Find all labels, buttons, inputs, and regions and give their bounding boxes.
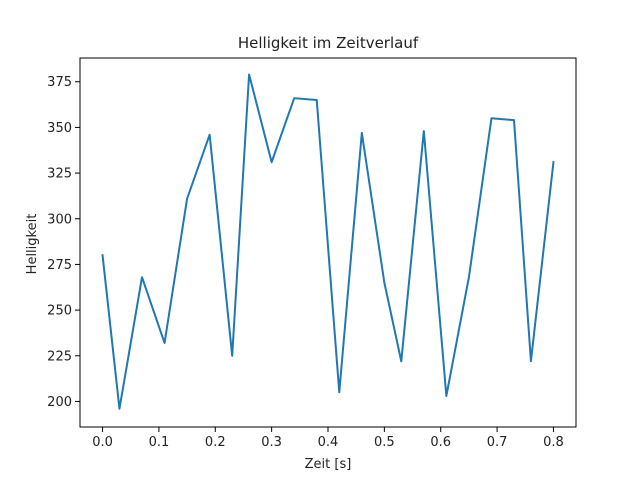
y-tick-label: 350 [47, 121, 72, 136]
x-tick-label: 0.4 [318, 435, 339, 450]
y-tick-label: 200 [47, 395, 72, 410]
x-axis: 0.0 0.1 0.2 0.3 0.4 0.5 0.6 0.7 0.8 [92, 427, 564, 450]
x-tick-label: 0.3 [261, 435, 282, 450]
x-tick-label: 0.8 [543, 435, 564, 450]
y-tick-label: 225 [47, 349, 72, 364]
x-tick-label: 0.6 [430, 435, 451, 450]
x-tick-label: 0.5 [374, 435, 395, 450]
y-axis-label: Helligkeit [25, 214, 40, 275]
x-tick-label: 0.0 [92, 435, 113, 450]
chart-title: Helligkeit im Zeitverlauf [238, 34, 419, 52]
y-tick-label: 375 [47, 75, 72, 90]
x-axis-label: Zeit [s] [305, 457, 352, 472]
y-tick-label: 300 [47, 212, 72, 227]
plot-area [79, 57, 577, 428]
series-line-0 [101, 73, 555, 410]
x-tick-label: 0.7 [487, 435, 508, 450]
y-tick-label: 250 [47, 304, 72, 319]
y-tick-label: 325 [47, 167, 72, 182]
y-tick-label: 275 [47, 258, 72, 273]
x-tick-label: 0.1 [149, 435, 170, 450]
x-tick-label: 0.2 [205, 435, 226, 450]
y-axis: 200 225 250 275 300 325 350 375 [47, 75, 80, 410]
